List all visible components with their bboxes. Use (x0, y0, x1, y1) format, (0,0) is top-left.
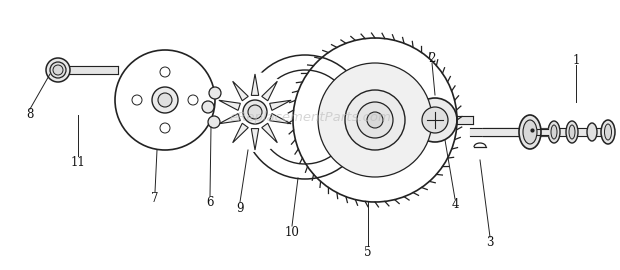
Circle shape (188, 95, 198, 105)
Text: 1: 1 (572, 53, 580, 66)
Text: 9: 9 (236, 201, 244, 214)
Ellipse shape (551, 125, 557, 139)
Text: eReplacementParts.com: eReplacementParts.com (229, 112, 391, 124)
Text: 8: 8 (26, 109, 33, 122)
Circle shape (248, 105, 262, 119)
Polygon shape (232, 123, 248, 143)
Ellipse shape (519, 115, 541, 149)
Circle shape (289, 34, 461, 206)
Circle shape (209, 87, 221, 99)
Circle shape (243, 55, 367, 179)
Polygon shape (219, 114, 241, 124)
Text: 3: 3 (486, 235, 494, 248)
Polygon shape (219, 100, 241, 110)
Polygon shape (251, 74, 259, 95)
Circle shape (158, 93, 172, 107)
Circle shape (367, 112, 383, 128)
Text: 7: 7 (151, 191, 159, 204)
Text: 5: 5 (365, 245, 372, 258)
Circle shape (53, 65, 63, 75)
Polygon shape (270, 114, 291, 124)
Ellipse shape (601, 120, 615, 144)
Text: 6: 6 (206, 195, 214, 208)
Ellipse shape (604, 124, 611, 140)
Circle shape (202, 101, 214, 113)
Text: 11: 11 (71, 156, 86, 168)
Circle shape (46, 58, 70, 82)
Polygon shape (251, 129, 259, 150)
Circle shape (132, 95, 142, 105)
Circle shape (345, 90, 405, 150)
Circle shape (243, 100, 267, 124)
Text: 4: 4 (451, 198, 459, 211)
Circle shape (160, 123, 170, 133)
Circle shape (152, 87, 178, 113)
Circle shape (208, 116, 220, 128)
Circle shape (318, 63, 432, 177)
Polygon shape (270, 100, 291, 110)
Circle shape (215, 72, 295, 152)
Circle shape (258, 70, 352, 164)
Ellipse shape (587, 123, 597, 141)
Ellipse shape (569, 125, 575, 139)
Circle shape (422, 107, 448, 133)
Ellipse shape (523, 120, 537, 144)
Circle shape (115, 50, 215, 150)
Text: 2: 2 (428, 52, 436, 65)
Circle shape (50, 62, 66, 78)
Ellipse shape (548, 121, 560, 143)
Ellipse shape (566, 121, 578, 143)
Polygon shape (232, 81, 248, 101)
Circle shape (357, 102, 393, 138)
Circle shape (160, 67, 170, 77)
Polygon shape (262, 123, 277, 143)
Text: 10: 10 (285, 225, 299, 238)
Circle shape (413, 98, 457, 142)
Polygon shape (262, 81, 277, 101)
